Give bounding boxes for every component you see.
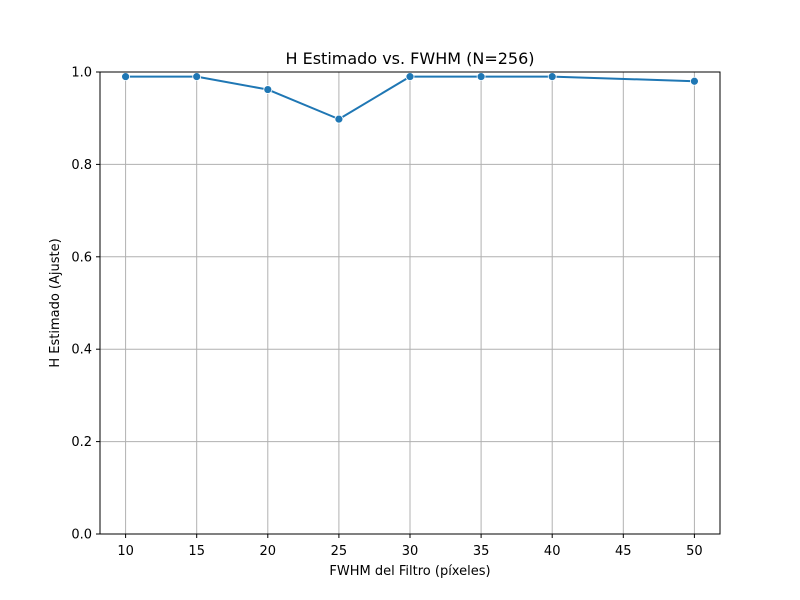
data-point — [405, 72, 415, 82]
grid — [100, 71, 720, 535]
x-axis-label: FWHM del Filtro (píxeles) — [329, 564, 490, 579]
data-point — [547, 72, 557, 82]
y-axis-label: H Estimado (Ajuste) — [48, 238, 63, 367]
data-point — [690, 76, 699, 86]
x-tick-label: 40 — [544, 544, 561, 559]
y-tick-label: 1.0 — [71, 66, 92, 81]
x-tick-label: 15 — [188, 544, 205, 559]
data-point — [121, 72, 130, 82]
data-point — [263, 85, 273, 94]
series-line — [124, 75, 696, 121]
chart-title: H Estimado vs. FWHM (N=256) — [285, 49, 534, 68]
y-tick-label: 0.6 — [71, 250, 92, 265]
series-layer — [121, 72, 699, 124]
data-point — [192, 72, 202, 82]
y-tick-label: 0.0 — [71, 528, 92, 543]
y-tick-label: 0.8 — [71, 158, 92, 173]
y-tick-label: 0.2 — [71, 435, 92, 450]
x-tick-label: 20 — [260, 544, 277, 559]
x-tick-label: 50 — [686, 544, 703, 559]
data-point — [476, 72, 486, 82]
data-point — [334, 114, 344, 124]
x-tick-label: 25 — [331, 544, 348, 559]
x-tick-label: 35 — [473, 544, 490, 559]
x-tick-label: 30 — [402, 544, 419, 559]
x-tick-label: 10 — [117, 544, 134, 559]
y-tick-label: 0.4 — [71, 343, 92, 358]
x-tick-label: 45 — [615, 544, 632, 559]
ticks: 10 15 20 25 30 35 40 45 50 0.0 0.2 0.4 0.6 0.8 1.0 — [71, 66, 702, 560]
